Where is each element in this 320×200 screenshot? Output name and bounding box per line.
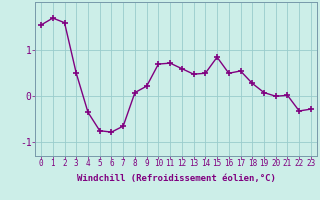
X-axis label: Windchill (Refroidissement éolien,°C): Windchill (Refroidissement éolien,°C) (76, 174, 276, 183)
